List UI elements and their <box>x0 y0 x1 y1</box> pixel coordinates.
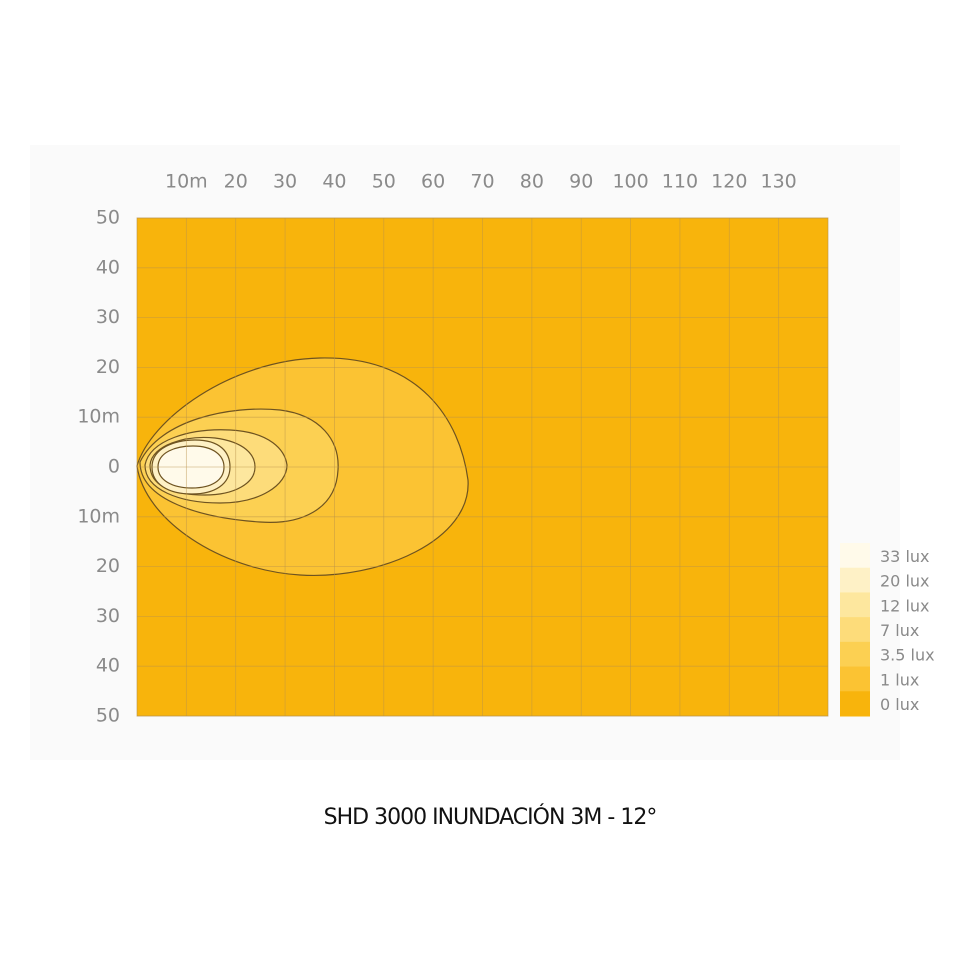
legend-label: 33 lux <box>880 547 930 566</box>
x-tick-label: 60 <box>421 171 445 193</box>
legend-label: 7 lux <box>880 621 919 640</box>
legend-label: 20 lux <box>880 572 930 591</box>
chart-title: SHD 3000 INUNDACIÓN 3M - 12° <box>324 804 657 830</box>
x-tick-label: 10m <box>165 171 208 193</box>
legend-label: 12 lux <box>880 596 930 615</box>
y-tick-label: 50 <box>96 705 120 727</box>
x-tick-label: 40 <box>322 171 346 193</box>
legend-label: 0 lux <box>880 695 919 714</box>
y-tick-label: 40 <box>96 256 120 278</box>
y-tick-label: 20 <box>96 555 120 577</box>
y-tick-label: 50 <box>96 207 120 229</box>
legend-swatch <box>840 567 870 593</box>
legend-label: 1 lux <box>880 670 919 689</box>
y-tick-label: 10m <box>77 406 120 428</box>
legend-label: 3.5 lux <box>880 646 935 665</box>
legend-swatch <box>840 592 870 618</box>
y-tick-label: 0 <box>108 456 120 478</box>
x-tick-label: 30 <box>273 171 297 193</box>
x-tick-label: 120 <box>711 171 747 193</box>
legend-swatch <box>840 641 870 668</box>
x-tick-label: 110 <box>662 171 698 193</box>
x-tick-label: 90 <box>569 171 593 193</box>
x-tick-label: 130 <box>761 171 797 193</box>
y-tick-label: 30 <box>96 306 120 328</box>
legend-swatch <box>840 543 870 569</box>
y-tick-label: 10m <box>77 505 120 527</box>
y-tick-label: 30 <box>96 605 120 627</box>
legend-swatch <box>840 617 870 643</box>
x-tick-label: 100 <box>612 171 648 193</box>
legend-swatch <box>840 691 870 717</box>
x-tick-label: 50 <box>372 171 396 193</box>
x-tick-label: 80 <box>520 171 544 193</box>
y-tick-label: 40 <box>96 655 120 677</box>
y-tick-label: 20 <box>96 356 120 378</box>
x-tick-label: 20 <box>224 171 248 193</box>
x-tick-label: 70 <box>470 171 494 193</box>
plot-frame <box>136 217 829 717</box>
legend-swatch <box>840 666 870 692</box>
